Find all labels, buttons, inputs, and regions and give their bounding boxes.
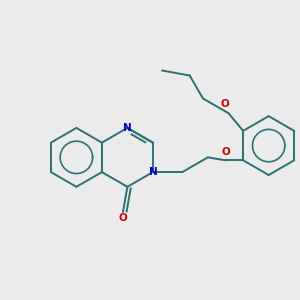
Text: O: O [118, 213, 127, 223]
Text: N: N [123, 123, 132, 133]
Text: O: O [220, 99, 229, 110]
Text: N: N [148, 167, 157, 177]
Text: O: O [221, 147, 230, 157]
